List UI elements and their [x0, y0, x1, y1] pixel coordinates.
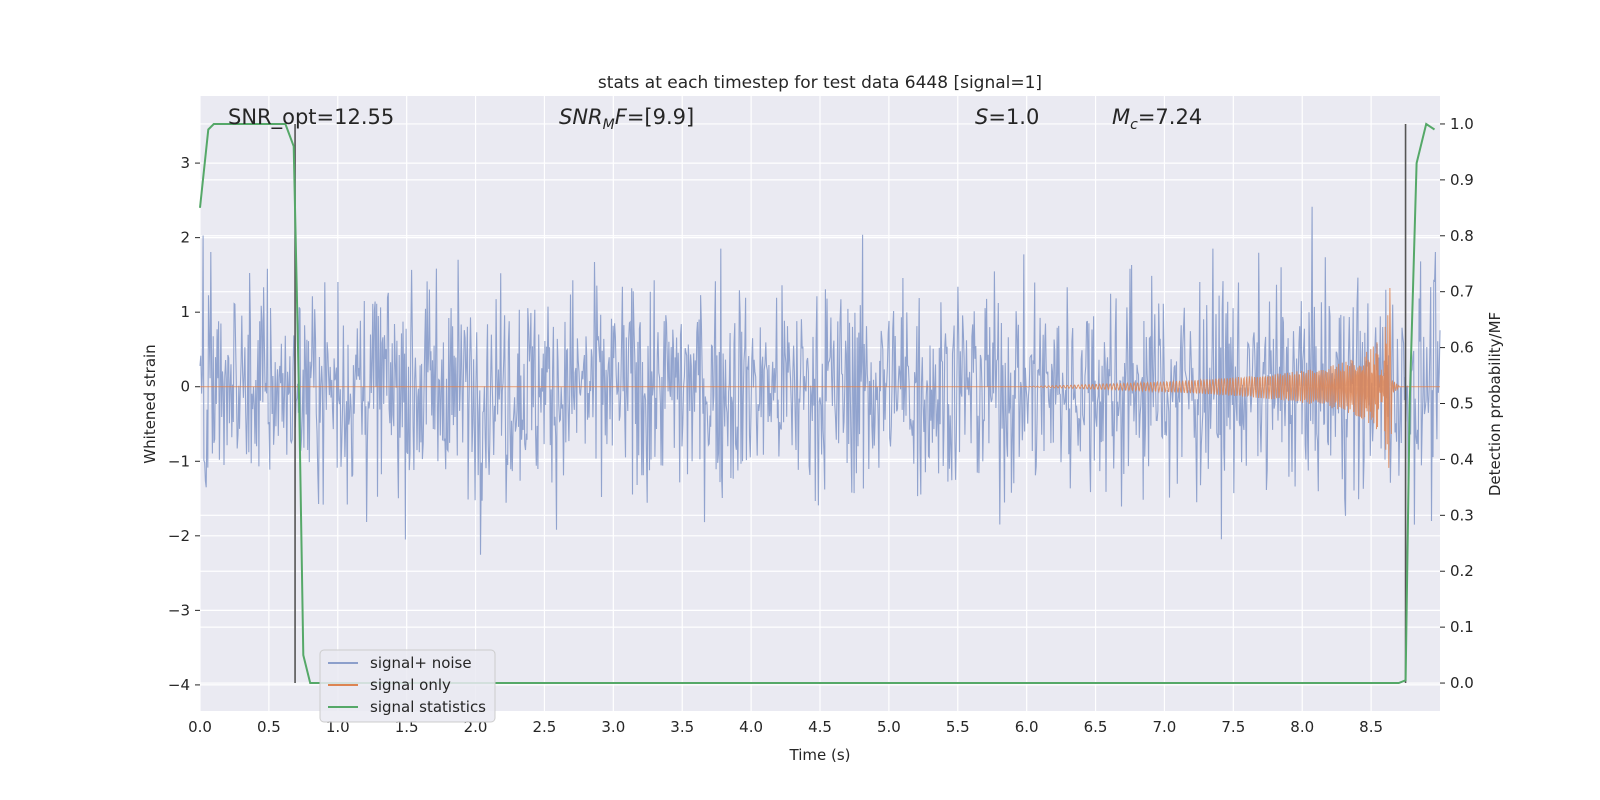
- y2-tick-label: 0.5: [1450, 395, 1474, 413]
- y-tick-label: −1: [168, 452, 190, 470]
- x-tick-label: 8.0: [1290, 718, 1314, 736]
- x-tick-label: 2.5: [533, 718, 557, 736]
- chart-title: stats at each timestep for test data 644…: [598, 73, 1042, 93]
- annotation-mc: Mc=7.24: [1112, 105, 1202, 133]
- legend: signal+ noise signal only signal statist…: [319, 649, 496, 723]
- x-tick-label: 5.5: [946, 718, 970, 736]
- x-tick-label: 4.5: [808, 718, 832, 736]
- x-tick-label: 0.0: [188, 718, 212, 736]
- y2-tick-label: 0.6: [1450, 339, 1474, 357]
- y2-tick-label: 0.2: [1450, 562, 1474, 580]
- y-tick-label: 0: [180, 378, 190, 396]
- y2-tick-label: 0.4: [1450, 450, 1474, 468]
- x-tick-label: 6.5: [1084, 718, 1108, 736]
- ticks: 0.0 0.5 1.0 1.5 2.0 2.5 3.0 3.5 4.0 4.5 5.0 5.5 6.0 6…: [168, 115, 1474, 736]
- y-tick-label: 3: [180, 154, 190, 172]
- signal-noise-series: [199, 206, 1441, 555]
- y2-tick-label: 0.8: [1450, 227, 1474, 245]
- y-tick-label: 2: [180, 229, 190, 247]
- legend-box: [319, 649, 496, 723]
- y2-tick-label: 0.9: [1450, 171, 1474, 189]
- x-tick-label: 8.5: [1359, 718, 1383, 736]
- annotation-snr-opt: SNR_opt=12.55: [228, 105, 394, 130]
- y2-tick-label: 0.7: [1450, 283, 1474, 301]
- y2-axis-label: Detection probability/MF: [1486, 312, 1504, 496]
- y2-tick-label: 1.0: [1450, 115, 1474, 133]
- y-tick-label: −4: [168, 676, 190, 694]
- series-signal-only: [200, 287, 1440, 468]
- series-signal-noise: [199, 206, 1441, 555]
- x-tick-label: 7.0: [1153, 718, 1177, 736]
- y2-tick-label: 0.3: [1450, 506, 1474, 524]
- x-tick-label: 0.5: [257, 718, 281, 736]
- y-tick-label: −2: [168, 527, 190, 545]
- y2-tick-label: 0.1: [1450, 618, 1474, 636]
- x-tick-label: 6.0: [1015, 718, 1039, 736]
- annotation-s: S=1.0: [975, 105, 1039, 129]
- x-tick-label: 3.0: [601, 718, 625, 736]
- y-axis-label: Whitened strain: [141, 344, 159, 463]
- y-tick-label: −3: [168, 601, 190, 619]
- x-tick-label: 7.5: [1221, 718, 1245, 736]
- x-tick-label: 5.0: [877, 718, 901, 736]
- legend-label-noise: signal+ noise: [370, 654, 472, 672]
- signal-only-series: [200, 287, 1440, 468]
- x-tick-label: 3.5: [670, 718, 694, 736]
- y-tick-label: 1: [180, 303, 190, 321]
- x-axis-label: Time (s): [789, 746, 851, 764]
- annotation-snr-mf: SNRMF=[9.9]: [559, 105, 694, 133]
- legend-label-signal: signal only: [370, 676, 451, 694]
- y2-tick-label: 0.0: [1450, 674, 1474, 692]
- legend-label-stats: signal statistics: [370, 698, 486, 716]
- x-tick-label: 4.0: [739, 718, 763, 736]
